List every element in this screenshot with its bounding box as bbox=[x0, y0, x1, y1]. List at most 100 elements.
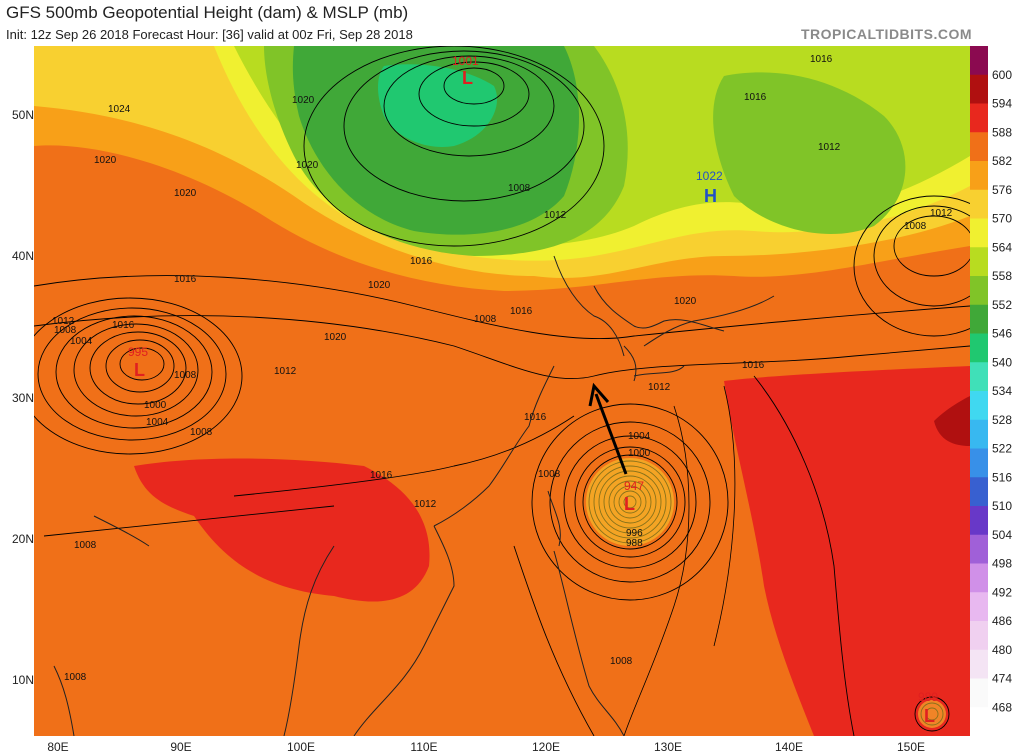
colorbar-swatch bbox=[970, 304, 988, 334]
isobar-label: 1012 bbox=[930, 208, 953, 219]
colorbar-label: 474 bbox=[992, 672, 1012, 686]
colorbar-swatch bbox=[970, 707, 988, 736]
colorbar-label: 516 bbox=[992, 470, 1012, 484]
isobar-label: 1016 bbox=[742, 360, 765, 371]
colorbar-swatch bbox=[970, 333, 988, 363]
colorbar-swatch bbox=[970, 477, 988, 507]
colorbar-labels: 600 594 588 582 576 570 564 558 552 546 540 534 528 5… bbox=[992, 68, 1012, 715]
isobar-label: 1008 bbox=[508, 183, 531, 194]
isobar-label: 1016 bbox=[810, 54, 833, 65]
colorbar-label: 576 bbox=[992, 183, 1012, 197]
pressure-type-se: L bbox=[924, 706, 935, 726]
lon-label-120e: 120E bbox=[531, 740, 561, 754]
isobar-label: 1020 bbox=[94, 155, 117, 166]
isobar-label: 1016 bbox=[174, 274, 197, 285]
pressure-value-tibet: 995 bbox=[128, 345, 148, 359]
isobars-pacific bbox=[623, 385, 736, 736]
colorbar-label: 480 bbox=[992, 643, 1012, 657]
colorbar-label: 552 bbox=[992, 298, 1012, 312]
brand-watermark: TROPICALTIDBITS.COM bbox=[800, 26, 972, 42]
pressure-type-typhoon: L bbox=[624, 494, 635, 514]
isobar-label: 1004 bbox=[628, 431, 651, 442]
lat-label-20n: 20N bbox=[11, 532, 34, 546]
colorbar-label: 540 bbox=[992, 355, 1012, 369]
colorbar-swatch bbox=[970, 189, 988, 219]
colorbar: 600 594 588 582 576 570 564 558 552 546 540 534 528 5… bbox=[970, 46, 1012, 736]
colorbar-label: 534 bbox=[992, 384, 1012, 398]
chart-title: GFS 500mb Geopotential Height (dam) & MS… bbox=[6, 3, 409, 22]
isobars-mongolia-low bbox=[303, 46, 605, 247]
colorbar-swatch bbox=[970, 563, 988, 593]
isobar-label: 1012 bbox=[274, 366, 297, 377]
colorbar-swatch bbox=[970, 74, 988, 104]
isobar-label: 1016 bbox=[744, 92, 767, 103]
isobar-label: 1008 bbox=[190, 427, 213, 438]
lon-label-90e: 90E bbox=[170, 740, 192, 754]
isobar-label: 1020 bbox=[324, 332, 347, 343]
isobar-label: 1008 bbox=[54, 325, 77, 336]
colorbar-label: 582 bbox=[992, 154, 1012, 168]
isobar-label: 1012 bbox=[414, 499, 437, 510]
colorbar-label: 600 bbox=[992, 68, 1012, 82]
colorbar-swatch bbox=[970, 391, 988, 421]
isobar-label: 1008 bbox=[610, 656, 633, 667]
colorbar-label: 570 bbox=[992, 212, 1012, 226]
isobar-label: 1008 bbox=[174, 370, 197, 381]
colorbar-swatch bbox=[970, 362, 988, 392]
pressure-value-typhoon: 947 bbox=[624, 479, 644, 493]
height-map: 1024 1020 1020 1016 1020 1020 1008 1012 … bbox=[34, 46, 970, 736]
colorbar-label: 504 bbox=[992, 528, 1012, 542]
isobar-label: 1004 bbox=[70, 336, 93, 347]
isobar-label: 1016 bbox=[410, 256, 433, 267]
lat-label-30n: 30N bbox=[11, 391, 34, 405]
isobar-label: 1008 bbox=[74, 540, 97, 551]
isobar-label: 1016 bbox=[370, 470, 393, 481]
isobar-label: 1020 bbox=[296, 160, 319, 171]
pressure-type-mongolia: L bbox=[462, 68, 473, 88]
isobar-label: 1008 bbox=[904, 221, 927, 232]
isobar-label: 1008 bbox=[64, 672, 87, 683]
colorbar-swatch bbox=[970, 218, 988, 248]
coastlines bbox=[53, 255, 775, 736]
colorbar-swatch bbox=[970, 46, 988, 76]
isobar-label: 1020 bbox=[174, 188, 197, 199]
colorbar-swatches bbox=[970, 46, 988, 736]
typhoon-core-shade bbox=[586, 458, 674, 546]
lon-label-150e: 150E bbox=[896, 740, 926, 754]
colorbar-label: 486 bbox=[992, 614, 1012, 628]
chart-subtitle: Init: 12z Sep 26 2018 Forecast Hour: [36… bbox=[6, 27, 413, 42]
colorbar-swatch bbox=[970, 161, 988, 191]
isobar-label: 1016 bbox=[524, 412, 547, 423]
colorbar-swatch bbox=[970, 649, 988, 679]
isobars-tibet-low bbox=[34, 297, 243, 455]
track-arrow bbox=[588, 382, 628, 475]
isobar-label: 1012 bbox=[52, 316, 75, 327]
lat-label-40n: 40N bbox=[11, 249, 34, 263]
isobar-label: 1024 bbox=[108, 104, 131, 115]
lon-label-100e: 100E bbox=[286, 740, 316, 754]
colorbar-label: 564 bbox=[992, 240, 1012, 254]
isobars-ne-pacific bbox=[853, 195, 970, 337]
pressure-type-high: H bbox=[704, 186, 717, 206]
pressure-type-tibet: L bbox=[134, 360, 145, 380]
isobar-label: 1016 bbox=[112, 320, 135, 331]
isobar-label: 1000 bbox=[628, 448, 651, 459]
pressure-value-mongolia: 1001 bbox=[452, 54, 479, 68]
colorbar-swatch bbox=[970, 534, 988, 564]
colorbar-label: 522 bbox=[992, 442, 1012, 456]
isobar-label: 1012 bbox=[648, 382, 671, 393]
colorbar-label: 546 bbox=[992, 327, 1012, 341]
colorbar-label: 492 bbox=[992, 585, 1012, 599]
colorbar-swatch bbox=[970, 621, 988, 651]
pressure-value-high: 1022 bbox=[696, 169, 723, 183]
colorbar-swatch bbox=[970, 678, 988, 708]
colorbar-swatch bbox=[970, 132, 988, 162]
colorbar-label: 510 bbox=[992, 499, 1012, 513]
isobar-label: 1016 bbox=[510, 306, 533, 317]
isobar-label: 996 bbox=[626, 528, 643, 539]
colorbar-label: 558 bbox=[992, 269, 1012, 283]
colorbar-swatch bbox=[970, 592, 988, 622]
colorbar-swatch bbox=[970, 419, 988, 449]
lon-label-110e: 110E bbox=[410, 740, 438, 754]
isobar-labels: 1024 1020 1020 1016 1020 1020 1008 1012 … bbox=[52, 54, 953, 683]
